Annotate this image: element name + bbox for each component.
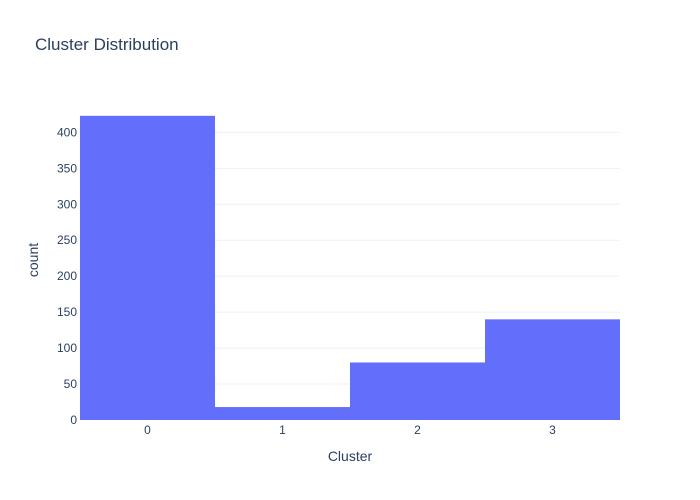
bar-cluster-2[interactable] <box>350 362 485 420</box>
chart-title: Cluster Distribution <box>35 35 179 54</box>
y-tick-label: 50 <box>64 377 78 391</box>
bar-cluster-0[interactable] <box>80 115 215 420</box>
x-tick-label: 0 <box>144 423 151 437</box>
x-axis-ticks: 0 1 2 3 <box>144 423 556 437</box>
bars <box>80 115 620 420</box>
y-tick-label: 150 <box>57 305 77 319</box>
bar-cluster-1[interactable] <box>215 407 350 420</box>
bar-cluster-3[interactable] <box>485 319 620 420</box>
y-tick-label: 350 <box>57 161 77 175</box>
y-tick-label: 300 <box>57 197 77 211</box>
y-tick-label: 400 <box>57 125 77 139</box>
y-axis-title: count <box>25 243 41 277</box>
y-tick-label: 250 <box>57 233 77 247</box>
x-tick-label: 3 <box>549 423 556 437</box>
x-tick-label: 2 <box>414 423 421 437</box>
y-tick-label: 0 <box>70 413 77 427</box>
x-tick-label: 1 <box>279 423 286 437</box>
y-tick-label: 200 <box>57 269 77 283</box>
y-axis-ticks: 0 50 100 150 200 250 300 350 400 <box>57 125 77 427</box>
x-axis-title: Cluster <box>328 448 373 464</box>
y-tick-label: 100 <box>57 341 77 355</box>
